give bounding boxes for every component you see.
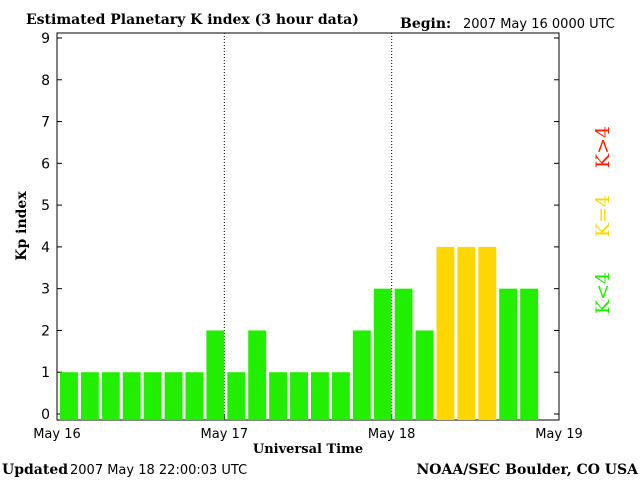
- kp-bar: [436, 246, 455, 420]
- legend-k-equal-4: K=4: [592, 195, 614, 237]
- y-tick-label: 6: [41, 156, 50, 172]
- y-tick-label: 8: [41, 73, 50, 89]
- y-axis: 0 1 2 3 4 5 6 7 8 9: [41, 31, 559, 423]
- x-axis-title: Universal Time: [253, 442, 363, 457]
- kp-bar: [60, 372, 78, 420]
- updated-value: 2007 May 18 22:00:03 UTC: [70, 463, 247, 478]
- begin-label: Begin:: [400, 16, 451, 32]
- source-credit: NOAA/SEC Boulder, CO USA: [417, 462, 640, 478]
- y-tick-label: 4: [41, 240, 50, 256]
- chart-title: Estimated Planetary K index (3 hour data…: [26, 12, 359, 28]
- kp-bar: [478, 246, 497, 420]
- legend-k-less-4: K<4: [592, 272, 614, 314]
- y-tick-label: 9: [41, 31, 50, 47]
- y-tick-label: 1: [41, 365, 50, 381]
- y-tick-label: 5: [41, 198, 50, 214]
- bar-series: [60, 246, 539, 420]
- kp-bar: [373, 288, 392, 420]
- kp-bar: [122, 372, 141, 420]
- y-tick-label: 2: [41, 323, 50, 339]
- kp-bar: [101, 372, 120, 420]
- kp-bar: [80, 372, 99, 420]
- legend-k-greater-4: K>4: [592, 126, 614, 168]
- kp-bar: [311, 372, 329, 420]
- kp-bar: [520, 288, 539, 420]
- kp-bar: [269, 372, 288, 420]
- kp-bar: [352, 330, 371, 420]
- kp-bar: [185, 372, 204, 420]
- kp-bar: [164, 372, 183, 420]
- x-tick-label: May 18: [368, 427, 416, 442]
- x-axis: May 16 May 17 May 18 May 19: [33, 414, 583, 442]
- y-tick-label: 0: [41, 407, 50, 423]
- begin-value: 2007 May 16 0000 UTC: [463, 17, 615, 32]
- kp-bar: [394, 288, 413, 420]
- kp-bar: [248, 330, 267, 420]
- x-tick-label: May 17: [201, 427, 249, 442]
- kp-bar: [415, 330, 434, 420]
- y-tick-label: 3: [41, 282, 50, 298]
- updated-label: Updated: [2, 462, 68, 478]
- kp-bar: [227, 372, 246, 420]
- x-tick-label: May 16: [33, 427, 81, 442]
- y-axis-title: Kp index: [14, 191, 30, 261]
- x-tick-label: May 19: [535, 427, 583, 442]
- kp-bar: [331, 372, 350, 420]
- kp-bar: [499, 288, 518, 420]
- kp-bar: [457, 246, 476, 420]
- kp-bar: [290, 372, 308, 420]
- kp-bar: [143, 372, 162, 420]
- kp-bar: [206, 330, 225, 420]
- y-tick-label: 7: [41, 115, 50, 131]
